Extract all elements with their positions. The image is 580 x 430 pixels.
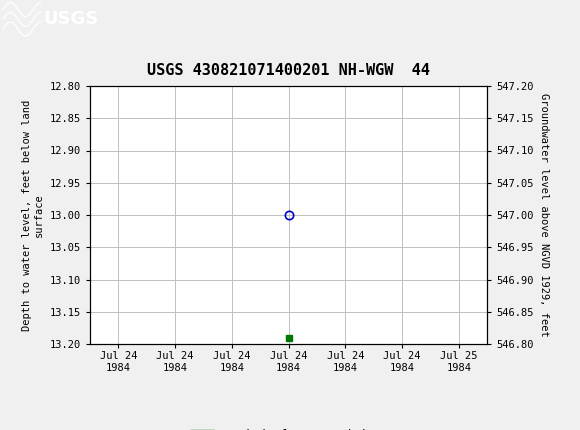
Text: USGS: USGS xyxy=(44,10,99,28)
Y-axis label: Depth to water level, feet below land
surface: Depth to water level, feet below land su… xyxy=(23,99,44,331)
Legend: Period of approved data: Period of approved data xyxy=(186,424,392,430)
Y-axis label: Groundwater level above NGVD 1929, feet: Groundwater level above NGVD 1929, feet xyxy=(539,93,549,337)
Title: USGS 430821071400201 NH-WGW  44: USGS 430821071400201 NH-WGW 44 xyxy=(147,63,430,78)
